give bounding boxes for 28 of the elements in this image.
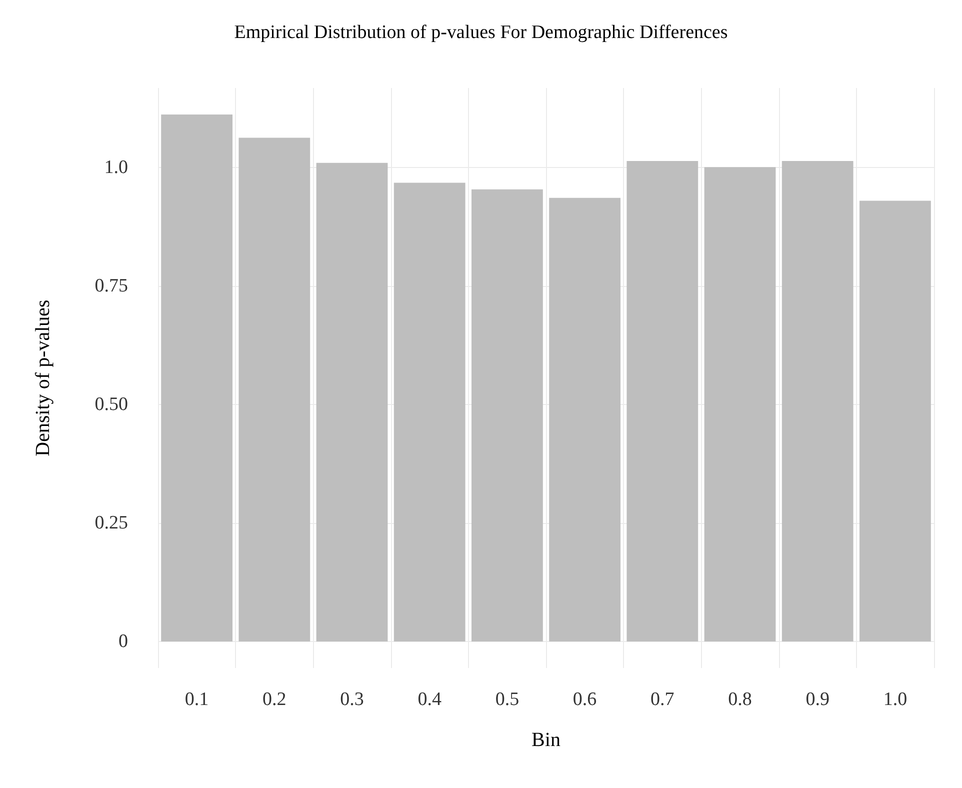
x-tick-label: 0.5: [495, 689, 520, 710]
bar: [549, 198, 620, 642]
x-tick-label: 0.1: [184, 689, 209, 710]
y-tick-label: 0.75: [94, 276, 128, 297]
y-axis-title: Density of p-values: [32, 299, 54, 456]
chart-title: Empirical Distribution of p-values For Demographic Differences: [234, 22, 728, 43]
x-tick-label: 0.3: [340, 689, 364, 710]
bar: [316, 162, 388, 642]
bar: [860, 200, 931, 642]
bar: [626, 160, 698, 642]
y-tick-label: 0.50: [94, 394, 128, 416]
x-tick-label: 0.6: [572, 689, 597, 710]
x-tick-label: 0.2: [262, 689, 286, 710]
x-tick-label: 0.8: [728, 689, 752, 710]
x-tick-label: 0.9: [806, 689, 830, 710]
bar: [161, 114, 232, 642]
x-tick-label: 0.4: [418, 689, 442, 710]
bar: [472, 189, 543, 642]
bar: [782, 160, 854, 642]
bar: [238, 138, 310, 642]
bar: [704, 167, 776, 642]
bar: [394, 182, 466, 642]
y-tick-label: 0: [118, 630, 128, 652]
x-tick-label: 1.0: [883, 689, 908, 710]
y-tick-label: 1.0: [104, 157, 128, 178]
x-tick-label: 0.7: [650, 689, 674, 710]
y-tick-label: 0.25: [94, 512, 128, 534]
x-axis-title: Bin: [532, 729, 560, 751]
